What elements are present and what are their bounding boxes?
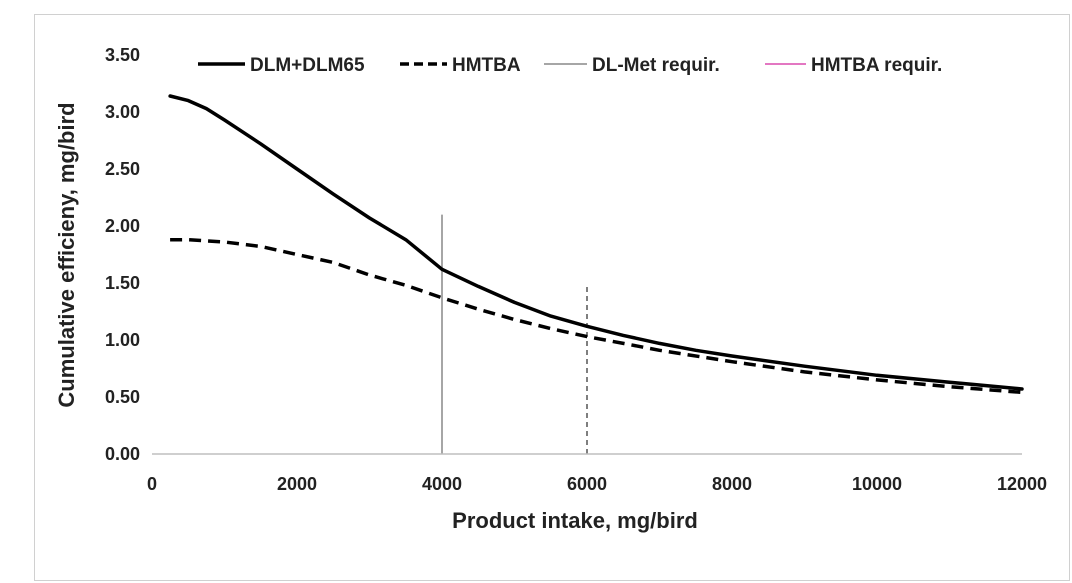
- x-axis-title: Product intake, mg/bird: [452, 508, 698, 533]
- y-tick-label: 2.00: [105, 216, 140, 236]
- x-tick-label: 2000: [277, 474, 317, 494]
- series-line-dlm-dlm65: [168, 94, 1024, 391]
- legend-label: DL-Met requir.: [592, 55, 720, 76]
- y-tick-label: 0.50: [105, 387, 140, 407]
- x-tick-label: 6000: [567, 474, 607, 494]
- x-tick-label: 8000: [712, 474, 752, 494]
- chart-frame: [34, 14, 1070, 581]
- legend-label: HMTBA requir.: [811, 55, 942, 76]
- x-tick-label: 10000: [852, 474, 902, 494]
- y-tick-label: 0.00: [105, 444, 140, 464]
- x-tick-label: 0: [147, 474, 157, 494]
- series-line-hmtba: [170, 237, 1023, 395]
- y-axis-title: Cumulative efficieny, mg/bird: [54, 102, 79, 407]
- y-tick-label: 1.00: [105, 330, 140, 350]
- y-tick-label: 1.50: [105, 273, 140, 293]
- y-tick-label: 3.00: [105, 102, 140, 122]
- y-tick-label: 2.50: [105, 159, 140, 179]
- x-tick-label: 4000: [422, 474, 462, 494]
- x-tick-label: 12000: [997, 474, 1047, 494]
- y-tick-label: 3.50: [105, 45, 140, 65]
- legend-label: HMTBA: [452, 55, 521, 76]
- legend-label: DLM+DLM65: [250, 55, 365, 76]
